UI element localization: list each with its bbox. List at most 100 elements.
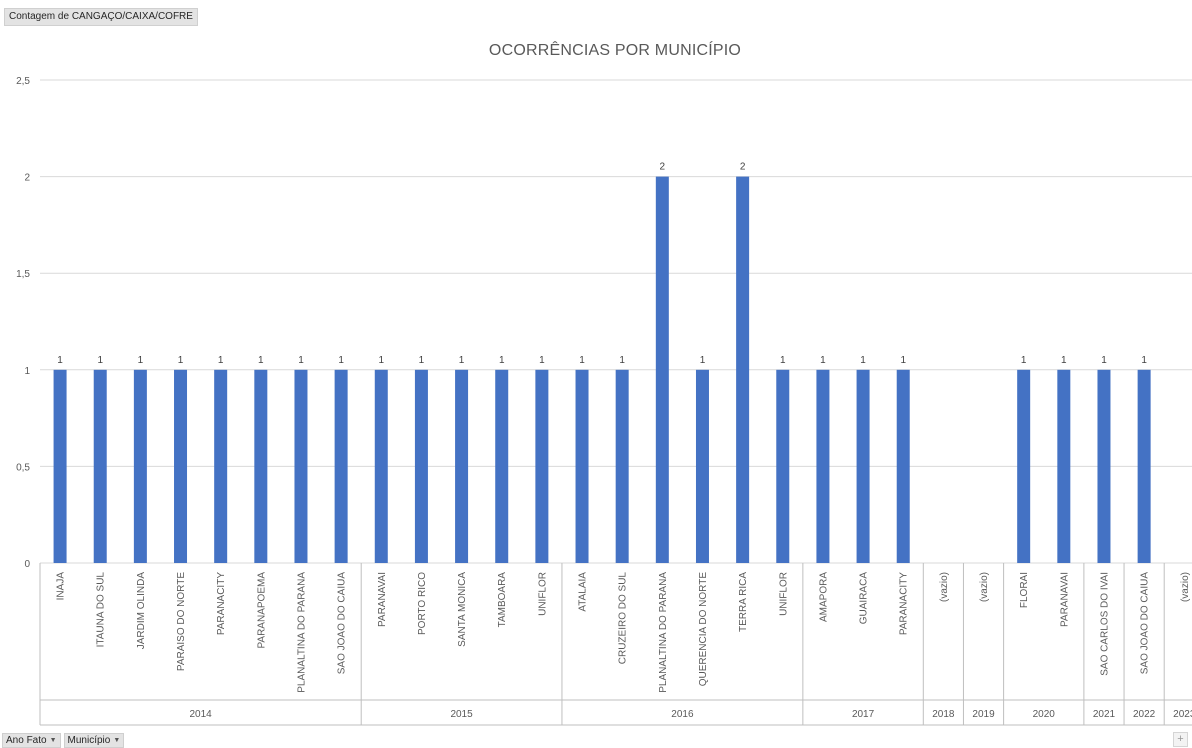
bar [776, 369, 790, 563]
data-label: 1 [1021, 355, 1027, 366]
data-label: 1 [298, 355, 304, 366]
filter-municipio-label: Município [67, 735, 111, 746]
bar [575, 369, 589, 563]
data-label: 1 [1141, 355, 1147, 366]
bar [455, 369, 469, 563]
category-label: UNIFLOR [778, 572, 789, 616]
y-tick-label: 1,5 [16, 269, 30, 280]
data-label: 1 [700, 355, 706, 366]
bar [174, 369, 188, 563]
value-field-button[interactable]: Contagem de CANGAÇO/CAIXA/COFRE [4, 8, 198, 26]
data-label: 1 [138, 355, 144, 366]
year-label: 2017 [852, 709, 875, 720]
data-label: 1 [1061, 355, 1067, 366]
category-label: PARANAVAI [1059, 572, 1070, 627]
bar [856, 369, 870, 563]
data-label: 1 [860, 355, 866, 366]
data-label: 1 [97, 355, 103, 366]
category-label: GUAIRACA [859, 572, 870, 625]
bar [736, 176, 750, 563]
bar [374, 369, 388, 563]
category-label: TAMBOARA [497, 572, 508, 628]
data-label: 2 [660, 162, 666, 173]
year-label: 2015 [450, 709, 473, 720]
category-label: PARANAVAI [377, 572, 388, 627]
bar [294, 369, 308, 563]
data-label: 1 [579, 355, 585, 366]
data-label: 1 [459, 355, 465, 366]
bar [133, 369, 147, 563]
year-label: 2018 [932, 709, 955, 720]
y-tick-label: 2 [24, 173, 30, 184]
category-label: AMAPORA [818, 572, 829, 622]
category-label: PLANALTINA DO PARANA [658, 572, 669, 693]
year-label: 2021 [1093, 709, 1116, 720]
data-label: 1 [780, 355, 786, 366]
category-label: JARDIM OLINDA [136, 572, 147, 650]
category-label: (vazio) [939, 572, 950, 602]
category-label: PARANACITY [216, 572, 227, 635]
category-label: (vazio) [979, 572, 990, 602]
filter-municipio-button[interactable]: Município ▼ [63, 733, 125, 748]
bar [1097, 369, 1111, 563]
category-label: PORTO RICO [417, 572, 428, 635]
category-label: PARAISO DO NORTE [176, 572, 187, 671]
data-label: 1 [1101, 355, 1107, 366]
filter-ano-fato-button[interactable]: Ano Fato ▼ [2, 733, 61, 748]
data-label: 1 [178, 355, 184, 366]
y-tick-label: 0 [24, 559, 30, 570]
bar [254, 369, 268, 563]
plus-icon[interactable]: + [1173, 732, 1188, 747]
category-label: (vazio) [1180, 572, 1191, 602]
bar [1137, 369, 1151, 563]
category-label: SAO CARLOS DO IVAI [1099, 572, 1110, 676]
bar [93, 369, 107, 563]
category-label: SAO JOAO DO CAIUA [337, 572, 348, 675]
category-label: SANTA MONICA [457, 572, 468, 647]
bar [414, 369, 428, 563]
data-label: 1 [57, 355, 63, 366]
category-label: PARANACITY [899, 572, 910, 635]
y-tick-label: 2,5 [16, 76, 30, 87]
category-label: ATALAIA [578, 572, 589, 612]
bar [695, 369, 709, 563]
category-label: CRUZEIRO DO SUL [618, 572, 629, 665]
year-label: 2016 [671, 709, 694, 720]
bar [334, 369, 348, 563]
bar [896, 369, 910, 563]
category-label: FLORAI [1019, 572, 1030, 608]
data-label: 1 [820, 355, 826, 366]
year-label: 2023 [1173, 709, 1192, 720]
year-label: 2014 [189, 709, 212, 720]
dropdown-caret-icon: ▼ [113, 737, 121, 744]
bar [1017, 369, 1031, 563]
year-label: 2022 [1133, 709, 1156, 720]
category-label: PLANALTINA DO PARANA [296, 572, 307, 693]
year-label: 2020 [1033, 709, 1056, 720]
data-label: 1 [258, 355, 264, 366]
category-label: SAO JOAO DO CAIUA [1140, 572, 1151, 675]
category-label: TERRA RICA [738, 572, 749, 632]
bar [1057, 369, 1071, 563]
dropdown-caret-icon: ▼ [49, 737, 57, 744]
filter-ano-fato-label: Ano Fato [6, 735, 47, 746]
bar [655, 176, 669, 563]
bar [615, 369, 629, 563]
data-label: 1 [539, 355, 545, 366]
bar [53, 369, 67, 563]
year-label: 2019 [972, 709, 995, 720]
category-label: ITAUNA DO SUL [96, 572, 107, 648]
category-label: UNIFLOR [537, 572, 548, 616]
data-label: 1 [338, 355, 344, 366]
data-label: 1 [900, 355, 906, 366]
y-tick-label: 0,5 [16, 462, 30, 473]
data-label: 1 [419, 355, 425, 366]
axis-field-buttons: Ano Fato ▼ Município ▼ [2, 733, 125, 748]
y-tick-label: 1 [24, 366, 30, 377]
bar [495, 369, 509, 563]
bar [535, 369, 549, 563]
bar [214, 369, 228, 563]
category-label: PARANAPOEMA [256, 572, 267, 649]
data-label: 1 [619, 355, 625, 366]
